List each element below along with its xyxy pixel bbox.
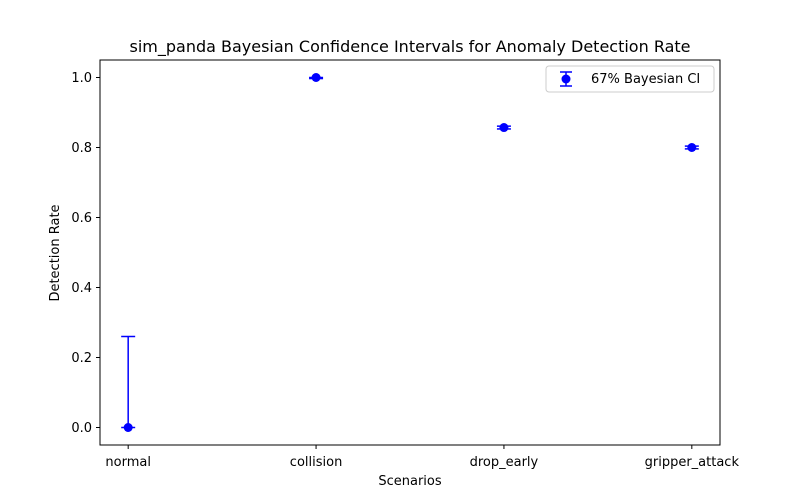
y-tick-label: 0.2	[71, 351, 92, 366]
chart-title: sim_panda Bayesian Confidence Intervals …	[129, 37, 690, 57]
data-marker	[311, 73, 321, 82]
y-tick-label: 0.0	[71, 421, 92, 436]
y-tick-label: 0.6	[71, 211, 92, 226]
legend: 67% Bayesian CI	[545, 65, 715, 93]
data-marker	[499, 123, 509, 133]
x-tick-label: gripper_attack	[645, 455, 740, 470]
axes-frame	[99, 59, 721, 446]
legend-marker	[560, 71, 572, 87]
y-tick-label: 1.0	[71, 71, 92, 86]
y-axis: 0.0 0.2 0.4 0.6 0.8 1.0	[71, 71, 100, 436]
y-tick-label: 0.8	[71, 141, 92, 156]
data-marker	[123, 423, 133, 432]
x-tick-label: collision	[290, 455, 343, 470]
x-axis-label: Scenarios	[378, 474, 442, 489]
y-axis-label: Detection Rate	[48, 204, 63, 301]
legend-box	[545, 65, 715, 93]
legend-label: 67% Bayesian CI	[591, 72, 700, 87]
data-marker	[687, 143, 697, 152]
data-point-normal	[121, 335, 136, 432]
plot-area	[121, 73, 699, 432]
data-point-gripper_attack	[684, 143, 699, 152]
x-tick-label: normal	[105, 455, 151, 470]
data-point-drop_early	[496, 123, 511, 133]
data-point-collision	[309, 73, 324, 82]
x-tick-label: drop_early	[470, 455, 539, 470]
x-axis: normal collision drop_early gripper_attack	[105, 445, 739, 470]
y-tick-label: 0.4	[71, 281, 92, 296]
legend-dot	[561, 74, 571, 84]
